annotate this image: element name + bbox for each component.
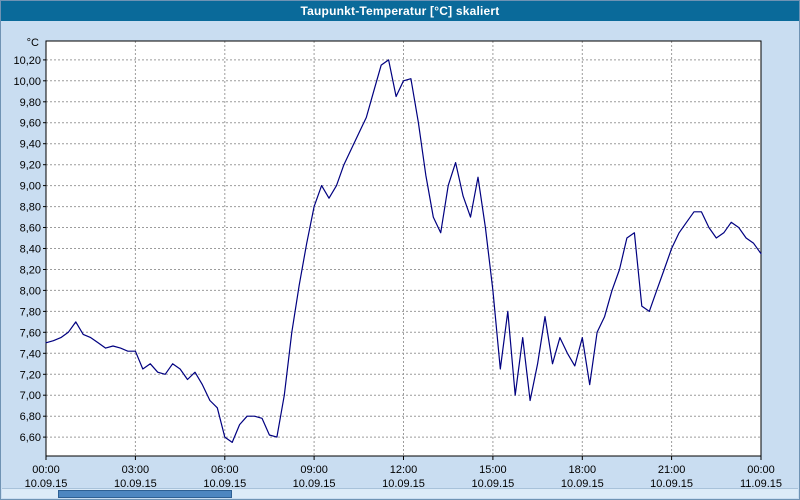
y-tick-label: 9,60 [20,118,41,130]
y-tick-label: 8,60 [20,223,41,235]
x-tick-label: 00:00 [32,464,60,476]
x-date-label: 10.09.15 [114,478,157,490]
y-tick-label: 7,20 [20,369,41,381]
y-tick-label: 9,00 [20,181,41,193]
x-tick-label: 03:00 [122,464,150,476]
x-date-label: 10.09.15 [471,478,514,490]
window-title: Taupunkt-Temperatur [°C] skaliert [300,4,500,18]
y-tick-label: 9,80 [20,97,41,109]
y-tick-label: 7,00 [20,390,41,402]
x-date-label: 10.09.15 [203,478,246,490]
y-tick-label: 9,20 [20,160,41,172]
y-tick-label: 9,40 [20,139,41,151]
y-tick-label: 8,20 [20,265,41,277]
x-date-label: 10.09.15 [293,478,336,490]
series-line [45,59,762,443]
x-date-label: 11.09.15 [740,478,782,490]
x-date-label: 10.09.15 [650,478,693,490]
window-title-bar: Taupunkt-Temperatur [°C] skaliert [1,1,799,21]
y-tick-label: 6,60 [20,432,41,444]
x-date-label: 10.09.15 [561,478,604,490]
x-date-label: 10.09.15 [25,478,68,490]
scrollbar-thumb[interactable] [58,490,232,498]
y-tick-label: 7,80 [20,306,41,318]
x-tick-label: 21:00 [658,464,686,476]
y-axis-unit-label: °C [26,37,39,49]
chart-canvas: 6,60 6,80 7,00 7,20 7,40 7,60 7,80 8,00 8,20 8,40… [13,40,782,490]
y-tick-label: 8,40 [20,244,41,256]
y-tick-label: 6,80 [20,411,41,423]
y-tick-label: 7,60 [20,327,41,339]
y-tick-label: 8,80 [20,202,41,214]
x-tick-label: 06:00 [211,464,239,476]
horizontal-scrollbar[interactable] [2,488,798,498]
x-tick-label: 15:00 [479,464,507,476]
x-tick-label: 09:00 [300,464,328,476]
y-tick-label: 7,40 [20,348,41,360]
x-tick-label: 00:00 [747,464,775,476]
plot-border [45,40,762,457]
y-tick-label: 8,00 [20,285,41,297]
x-tick-label: 18:00 [569,464,597,476]
x-date-label: 10.09.15 [382,478,425,490]
x-tick-label: 12:00 [390,464,418,476]
y-tick-label: 10,00 [13,76,41,88]
y-tick-label: 10,20 [13,55,41,67]
